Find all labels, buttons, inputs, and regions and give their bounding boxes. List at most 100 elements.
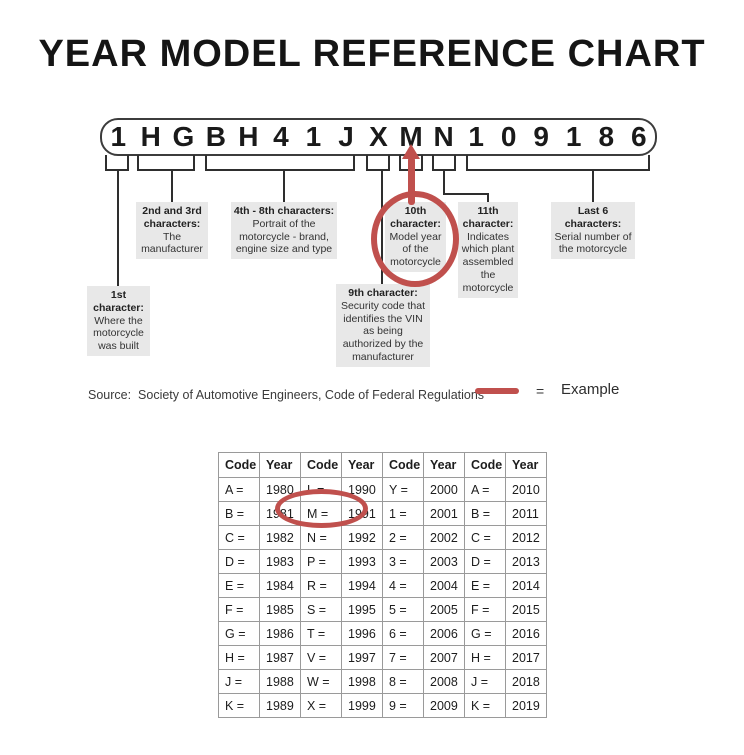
code-cell: F = [464, 597, 506, 622]
code-cell: K = [464, 693, 506, 718]
vin-character: 6 [630, 121, 647, 152]
year-cell: 1988 [259, 669, 301, 694]
table-row: A = 1980 L = 1990 Y = 2000 A = 2010 [218, 477, 547, 502]
code-cell: S = [300, 597, 342, 622]
year-cell: 2009 [423, 693, 465, 718]
code-cell: J = [218, 669, 260, 694]
connector-line-9th [381, 171, 383, 285]
code-cell: 5 = [382, 597, 424, 622]
example-arrow-icon [408, 157, 415, 205]
callout-10th-character: 10th character: Model year of the motorc… [385, 202, 446, 272]
year-cell: 1992 [341, 525, 383, 550]
year-cell: 2012 [505, 525, 547, 550]
code-cell: G = [464, 621, 506, 646]
code-cell: A = [218, 477, 260, 502]
callout-body: Model year of the motorcycle [389, 230, 442, 269]
year-cell: 1989 [259, 693, 301, 718]
code-cell: H = [464, 645, 506, 670]
callout-body: Where the motorcycle was built [93, 314, 144, 353]
callout-title: Last 6 characters: [564, 205, 622, 230]
year-cell: 2001 [423, 501, 465, 526]
year-cell: 2008 [423, 669, 465, 694]
code-cell: V = [300, 645, 342, 670]
vin-character: X [369, 121, 388, 152]
code-cell: Y = [382, 477, 424, 502]
callout-title: 10th character: [390, 205, 441, 230]
year-cell: 2006 [423, 621, 465, 646]
connector-line-11th-vertical [443, 171, 445, 195]
bracket-2nd-3rd-characters [137, 155, 195, 171]
callout-title: 2nd and 3rd characters: [142, 205, 202, 230]
vin-character: 1 [565, 121, 582, 152]
year-cell: 1980 [259, 477, 301, 502]
callout-11th-character: 11th character: Indicates which plant as… [458, 202, 518, 298]
table-row: G = 1986 T = 1996 6 = 2006 G = 2016 [218, 621, 547, 646]
code-cell: 2 = [382, 525, 424, 550]
code-cell: L = [300, 477, 342, 502]
year-cell: 2017 [505, 645, 547, 670]
year-cell: 2000 [423, 477, 465, 502]
year-cell: 1998 [341, 669, 383, 694]
year-cell: 1986 [259, 621, 301, 646]
vin-character: 1 [468, 121, 484, 152]
bracket-last-6-characters [466, 155, 650, 171]
callout-last-6-characters: Last 6 characters: Serial number of the … [551, 202, 635, 260]
table-row: C = 1982 N = 1992 2 = 2002 C = 2012 [218, 525, 547, 550]
year-cell: 1985 [259, 597, 301, 622]
callout-1st-character: 1st character: Where the motorcycle was … [87, 286, 150, 356]
vin-character: B [205, 121, 226, 152]
year-cell: 2016 [505, 621, 547, 646]
vin-character: 4 [273, 121, 289, 152]
code-cell: M = [300, 501, 342, 526]
code-cell: J = [464, 669, 506, 694]
year-cell: 2005 [423, 597, 465, 622]
bracket-11th-character [432, 155, 456, 171]
code-cell: X = [300, 693, 342, 718]
connector-line-11th-drop [487, 193, 489, 203]
callout-2nd-3rd-characters: 2nd and 3rd characters: The manufacturer [136, 202, 208, 260]
table-row: H = 1987 V = 1997 7 = 2007 H = 2017 [218, 645, 547, 670]
code-cell: 9 = [382, 693, 424, 718]
code-year-table: Code Year Code Year Code Year Code Year A = 1980 L… [218, 452, 547, 718]
year-cell: 1984 [259, 573, 301, 598]
code-cell: C = [464, 525, 506, 550]
year-cell: 2007 [423, 645, 465, 670]
year-cell: 1991 [341, 501, 383, 526]
source-text: Source: Society of Automotive Engineers,… [88, 388, 485, 402]
vin-character: G [172, 121, 195, 152]
callout-title: 11th character: [462, 205, 514, 230]
code-cell: D = [218, 549, 260, 574]
year-cell: 2011 [505, 501, 547, 526]
year-cell: 1982 [259, 525, 301, 550]
code-cell: C = [218, 525, 260, 550]
table-header-cell: Year [259, 452, 301, 478]
connector-line-4th-8th [283, 171, 285, 203]
code-cell: 4 = [382, 573, 424, 598]
page-title: YEAR MODEL REFERENCE CHART [38, 33, 706, 75]
table-header-cell: Code [382, 452, 424, 478]
table-row: E = 1984 R = 1994 4 = 2004 E = 2014 [218, 573, 547, 598]
legend-equals-sign: = [536, 383, 545, 399]
vin-character: J [338, 121, 354, 152]
year-cell: 1994 [341, 573, 383, 598]
year-cell: 1993 [341, 549, 383, 574]
bracket-9th-character [366, 155, 390, 171]
year-cell: 1997 [341, 645, 383, 670]
table-row: D = 1983 P = 1993 3 = 2003 D = 2013 [218, 549, 547, 574]
callout-title: 4th - 8th characters: [233, 205, 335, 217]
code-cell: B = [464, 501, 506, 526]
callout-body: Serial number of the motorcycle [554, 230, 632, 256]
vin-character: M [399, 121, 423, 152]
legend-example-label: Example [561, 381, 620, 398]
code-cell: F = [218, 597, 260, 622]
vin-character: N [433, 121, 454, 152]
code-cell: D = [464, 549, 506, 574]
connector-line-11th-horizontal [443, 193, 489, 195]
code-cell: N = [300, 525, 342, 550]
year-cell: 2003 [423, 549, 465, 574]
code-cell: H = [218, 645, 260, 670]
connector-line-2nd-3rd [171, 171, 173, 203]
year-cell: 2019 [505, 693, 547, 718]
vin-character: H [140, 121, 161, 152]
